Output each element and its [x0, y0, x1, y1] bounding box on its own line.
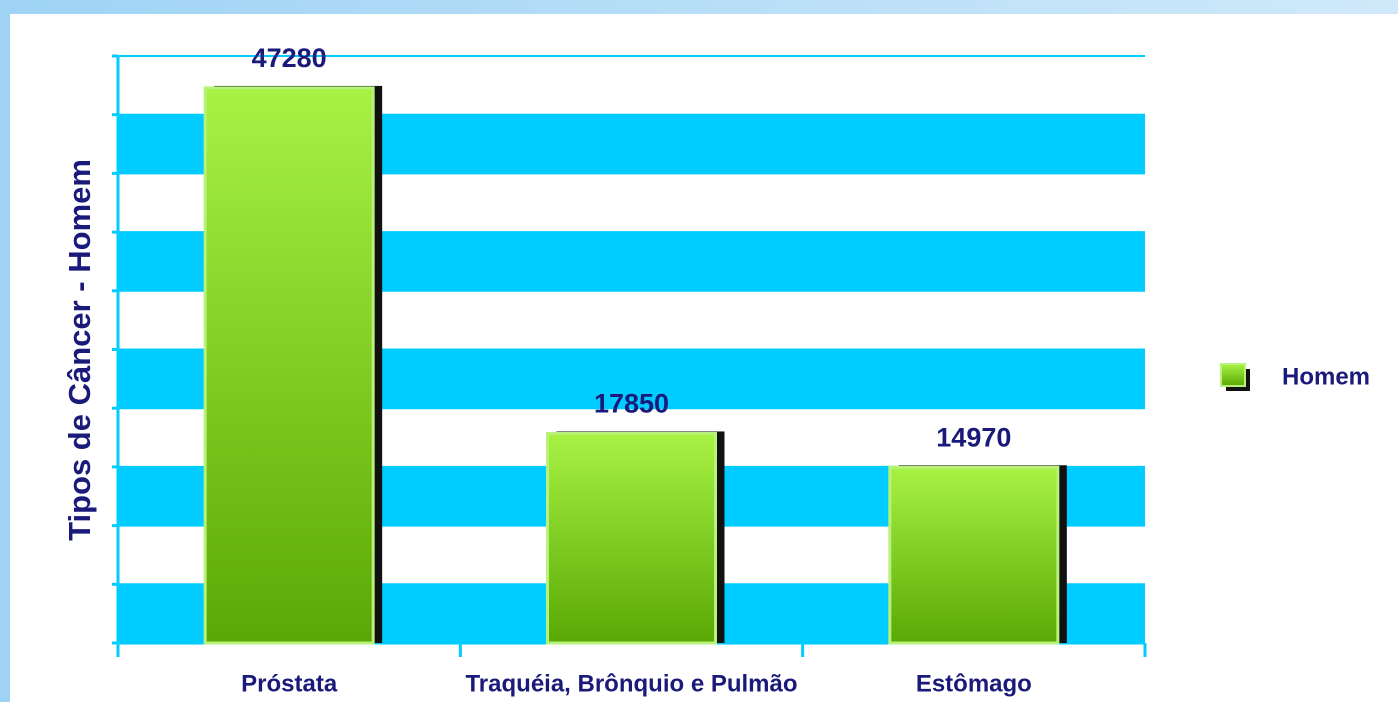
value-label: 17850	[594, 389, 669, 419]
value-label: 14970	[936, 422, 1011, 452]
x-tick-label: Estômago	[916, 670, 1032, 697]
x-tick-label: Próstata	[241, 670, 338, 697]
legend-label: Homem	[1282, 363, 1370, 390]
legend-swatch	[1220, 363, 1246, 387]
bar	[203, 86, 375, 645]
bar	[888, 465, 1060, 645]
bar	[546, 431, 717, 645]
x-tick-label: Traquéia, Brônquio e Pulmão	[465, 670, 797, 697]
value-label: 47280	[252, 43, 327, 73]
y-axis-label: Tipos de Câncer - Homem	[62, 159, 97, 541]
